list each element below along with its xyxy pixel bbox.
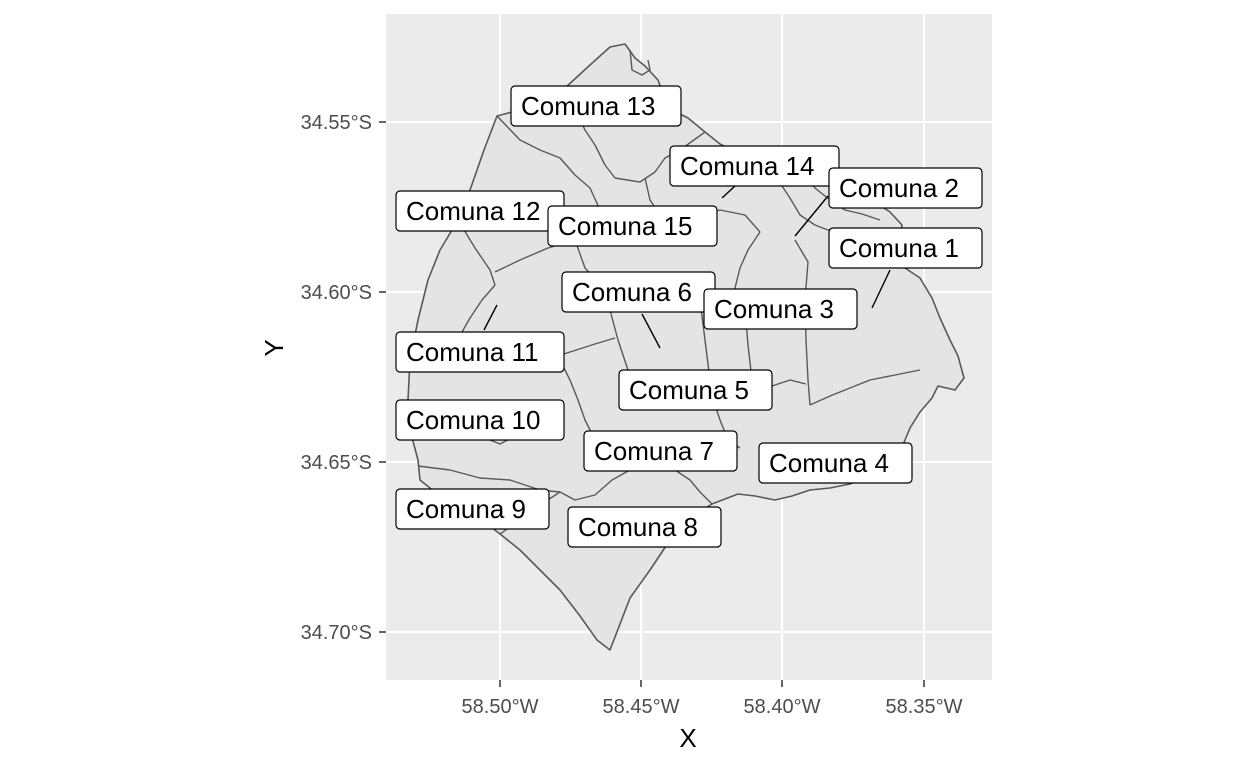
label-text-comuna-4: Comuna 4 [769, 448, 889, 478]
label-comuna-10: Comuna 10 [395, 399, 565, 441]
leader-lines [483, 185, 891, 349]
label-comuna-13: Comuna 13 [510, 85, 682, 127]
label-comuna-8: Comuna 8 [567, 506, 722, 548]
label-text-comuna-5: Comuna 5 [629, 375, 749, 405]
border-12-11 [457, 219, 496, 286]
border-14-2 [777, 179, 829, 231]
label-text-comuna-6: Comuna 6 [572, 277, 692, 307]
y-tick-label-2: 34.60°S [301, 282, 372, 304]
label-text-comuna-10: Comuna 10 [406, 405, 540, 435]
border-11-box [461, 284, 496, 333]
leader-comuna-2 [794, 195, 829, 237]
x-tick-label-3: 58.40°W [744, 696, 821, 718]
label-text-comuna-2: Comuna 2 [839, 173, 959, 203]
x-tick-label-4: 58.35°W [886, 696, 963, 718]
region-labels: Comuna 13 Comuna 14 Comuna 2 Comuna 12 C… [395, 85, 983, 548]
label-text-comuna-14: Comuna 14 [680, 151, 814, 181]
label-text-comuna-13: Comuna 13 [521, 91, 655, 121]
x-tick-labels: 58.50°W 58.45°W 58.40°W 58.35°W [462, 696, 963, 718]
y-tick-label-4: 34.70°S [301, 622, 372, 644]
y-axis-title: Y [259, 339, 289, 356]
label-text-comuna-7: Comuna 7 [594, 436, 714, 466]
label-comuna-5: Comuna 5 [618, 369, 773, 411]
label-comuna-15: Comuna 15 [547, 205, 718, 247]
coast-detail-13 [629, 49, 651, 76]
label-text-comuna-9: Comuna 9 [406, 494, 526, 524]
leader-comuna-1 [871, 269, 891, 309]
label-comuna-11: Comuna 11 [395, 331, 565, 373]
label-comuna-7: Comuna 7 [583, 430, 738, 472]
leader-comuna-6 [641, 313, 661, 349]
label-text-comuna-1: Comuna 1 [839, 233, 959, 263]
label-text-comuna-15: Comuna 15 [558, 211, 692, 241]
label-comuna-12: Comuna 12 [395, 190, 565, 232]
label-text-comuna-3: Comuna 3 [714, 294, 834, 324]
y-tick-label-1: 34.55°S [301, 112, 372, 134]
label-comuna-3: Comuna 3 [703, 288, 858, 330]
label-text-comuna-8: Comuna 8 [578, 512, 698, 542]
label-text-comuna-11: Comuna 11 [406, 337, 539, 367]
label-comuna-14: Comuna 14 [669, 145, 840, 187]
axis-ticks [379, 121, 925, 687]
y-tick-labels: 34.55°S 34.60°S 34.65°S 34.70°S [301, 112, 372, 644]
y-tick-label-3: 34.65°S [301, 452, 372, 474]
label-text-comuna-12: Comuna 12 [406, 196, 540, 226]
x-axis-title: X [679, 723, 696, 753]
leader-comuna-11 [483, 304, 498, 331]
leader-comuna-14 [721, 185, 736, 199]
label-comuna-4: Comuna 4 [758, 442, 913, 484]
label-comuna-9: Comuna 9 [395, 488, 550, 530]
border-13-12 [496, 115, 601, 211]
x-tick-label-2: 58.45°W [603, 696, 680, 718]
x-tick-label-1: 58.50°W [462, 696, 539, 718]
border-1-4 [809, 369, 921, 406]
label-comuna-6: Comuna 6 [561, 271, 716, 313]
label-comuna-1: Comuna 1 [828, 227, 983, 269]
label-comuna-2: Comuna 2 [828, 167, 983, 209]
